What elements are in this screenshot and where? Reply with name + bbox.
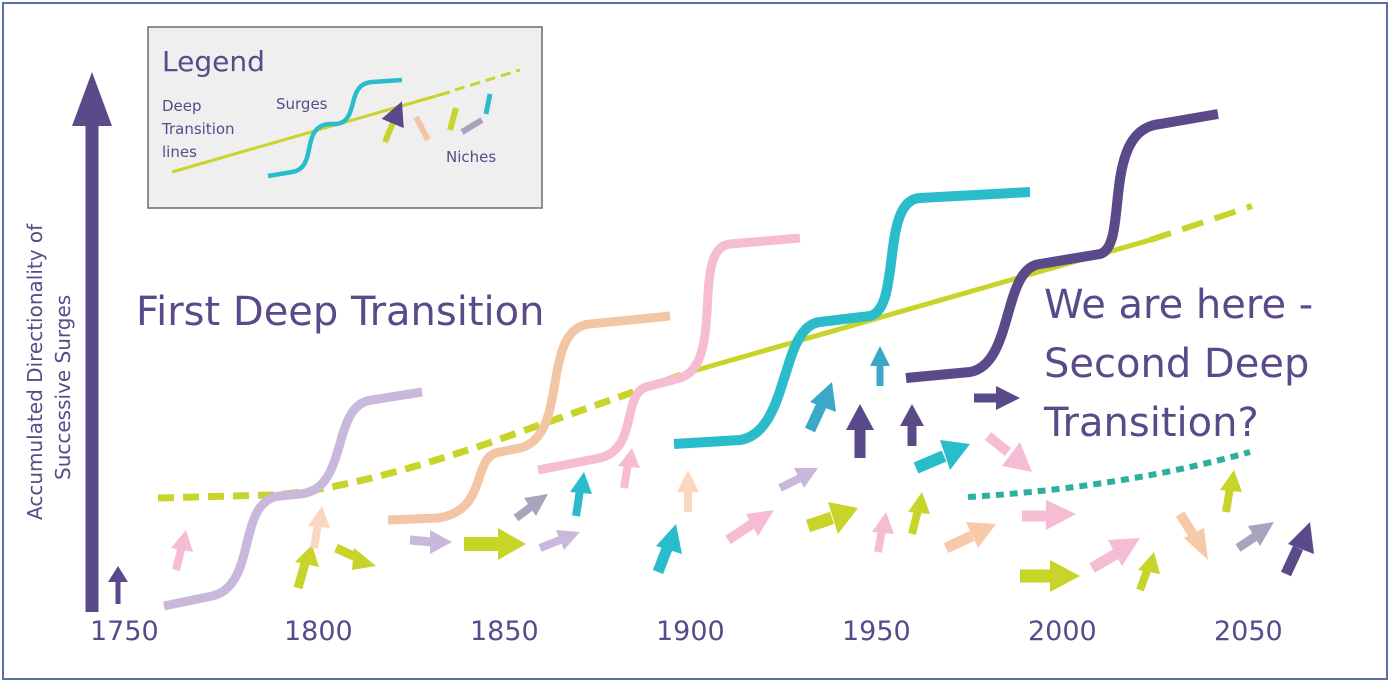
niche-arrow <box>1089 538 1140 573</box>
niche-arrow <box>908 492 930 535</box>
niche-arrow <box>1281 522 1314 577</box>
first-deep-transition-line <box>157 368 692 502</box>
niche-arrow <box>846 404 874 458</box>
y-axis-label-line-2: Successive Surges <box>51 295 75 480</box>
teal-niche-line <box>967 449 1251 500</box>
x-tick-1950: 1950 <box>842 616 911 647</box>
niche-arrow <box>805 382 836 433</box>
niche-arrow <box>334 543 376 570</box>
niche-arrow <box>538 530 580 552</box>
legend-niche-arrow-3 <box>447 107 459 131</box>
second-transition-line-2: Second Deep <box>1044 341 1309 387</box>
second-deep-transition-dash <box>1149 203 1253 243</box>
niche-arrow <box>677 470 699 512</box>
niche-arrow <box>652 524 682 574</box>
legend-niche-arrow-5 <box>483 93 493 115</box>
niche-arrow <box>872 512 894 553</box>
niche-arrow <box>1220 470 1242 513</box>
y-axis-arrowhead <box>72 72 112 126</box>
niche-arrow <box>464 528 526 560</box>
niche-arrow <box>943 522 996 553</box>
surge-peach <box>387 311 671 525</box>
niche-arrow <box>1022 500 1076 530</box>
legend-niche-arrow-4 <box>460 117 484 135</box>
niche-arrow <box>913 440 970 474</box>
x-tick-1750: 1750 <box>90 616 159 647</box>
legend-box: Legend Deep Transition lines Surges Nich… <box>147 26 543 209</box>
x-tick-2000: 2000 <box>1028 616 1097 647</box>
legend-niche-arrow-2 <box>413 115 431 142</box>
surge-pink <box>537 233 801 475</box>
legend-deep-label-3: lines <box>162 143 197 161</box>
niche-arrow <box>900 404 924 446</box>
niche-arrow <box>805 502 858 534</box>
second-transition-line-3: Transition? <box>1043 400 1259 446</box>
niche-arrow <box>293 545 319 590</box>
x-tick-1900: 1900 <box>656 616 725 647</box>
legend-deep-label-2: Transition <box>161 120 235 138</box>
niche-arrow <box>1136 552 1160 592</box>
niche-arrow <box>618 448 640 489</box>
niche-arrow <box>974 386 1020 410</box>
niche-arrow <box>1020 560 1080 592</box>
niche-arrow <box>778 468 818 492</box>
niche-arrow <box>570 472 592 517</box>
legend-deep-label-1: Deep <box>162 97 202 115</box>
niche-arrow <box>870 346 890 386</box>
x-axis-ticks: 1750 1800 1850 1900 1950 2000 2050 <box>90 616 1283 647</box>
y-axis-label-line-1: Accumulated Directionality of <box>23 223 47 520</box>
legend-niches-label: Niches <box>446 148 496 166</box>
x-tick-2050: 2050 <box>1214 616 1283 647</box>
x-tick-1800: 1800 <box>284 616 353 647</box>
niche-arrows <box>108 346 1314 604</box>
x-tick-1850: 1850 <box>470 616 539 647</box>
legend-title: Legend <box>162 45 265 78</box>
niche-arrow <box>513 494 548 522</box>
legend-surge-line <box>267 77 403 179</box>
legend-niche-arrow-1 <box>381 101 404 144</box>
y-axis: Accumulated Directionality of Successive… <box>23 72 112 612</box>
niche-arrow <box>308 506 330 549</box>
niche-arrow <box>984 432 1032 472</box>
niche-arrow <box>409 530 452 554</box>
niche-arrow <box>171 530 193 571</box>
legend-surges-label: Surges <box>276 95 328 113</box>
second-transition-line-1: We are here - <box>1044 282 1313 328</box>
surge-lilac <box>163 387 423 611</box>
legend-deep-transition-dash <box>454 68 521 92</box>
niche-arrow <box>108 566 128 604</box>
first-deep-transition-label: First Deep Transition <box>136 289 544 335</box>
surge-cyan <box>673 187 1031 449</box>
niche-arrow <box>1235 522 1274 552</box>
niche-arrow <box>1175 511 1208 560</box>
surge-purple <box>905 109 1219 383</box>
niche-arrow <box>725 510 774 545</box>
